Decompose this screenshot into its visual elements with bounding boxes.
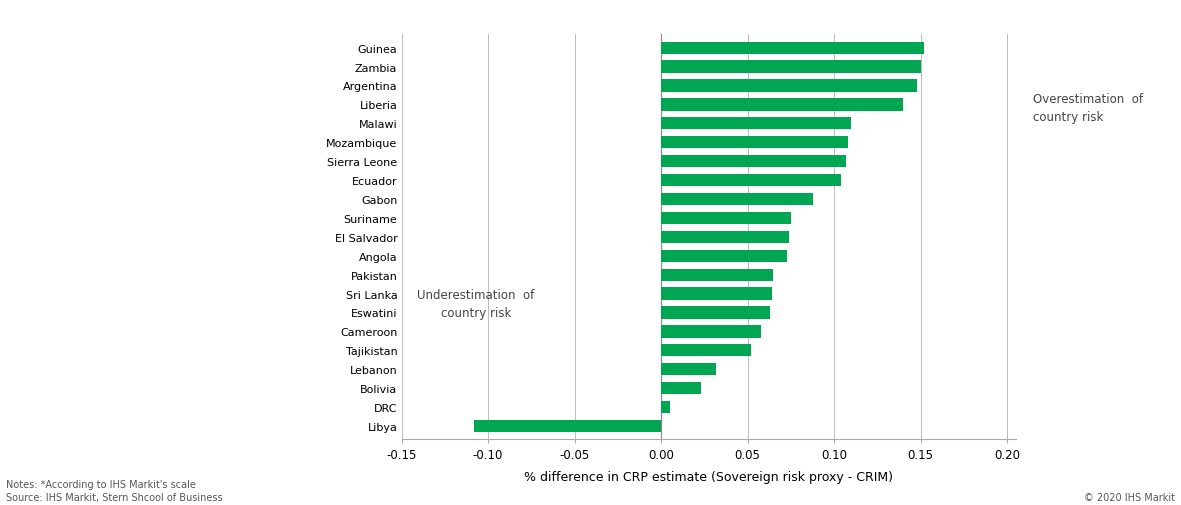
Bar bbox=[661, 307, 770, 319]
Bar bbox=[475, 420, 661, 432]
Text: Comparison of CRP estimates for CCC+ rated* sovereigns: Comparison of CRP estimates for CCC+ rat… bbox=[9, 14, 485, 29]
X-axis label: % difference in CRP estimate (Sovereign risk proxy - CRIM): % difference in CRP estimate (Sovereign … bbox=[524, 470, 893, 483]
Bar bbox=[661, 137, 848, 149]
Bar bbox=[661, 382, 700, 394]
Bar bbox=[661, 99, 903, 111]
Bar bbox=[661, 118, 852, 130]
Bar bbox=[661, 288, 771, 300]
Bar bbox=[661, 344, 751, 357]
Bar bbox=[661, 326, 762, 338]
Bar bbox=[661, 401, 670, 414]
Bar bbox=[661, 269, 774, 281]
Bar bbox=[661, 212, 791, 225]
Bar bbox=[661, 80, 918, 92]
Text: Overestimation  of
country risk: Overestimation of country risk bbox=[1033, 92, 1143, 124]
Bar bbox=[661, 193, 814, 206]
Bar bbox=[661, 250, 788, 263]
Bar bbox=[661, 175, 841, 187]
Text: © 2020 IHS Markit: © 2020 IHS Markit bbox=[1084, 492, 1175, 502]
Text: Underestimation  of
country risk: Underestimation of country risk bbox=[417, 288, 535, 319]
Bar bbox=[661, 231, 789, 243]
Bar bbox=[661, 61, 920, 74]
Bar bbox=[661, 42, 924, 55]
Bar bbox=[661, 364, 717, 376]
Text: Notes: *According to IHS Markit's scale
Source: IHS Markit, Stern Shcool of Busi: Notes: *According to IHS Markit's scale … bbox=[6, 479, 222, 502]
Bar bbox=[661, 156, 846, 168]
